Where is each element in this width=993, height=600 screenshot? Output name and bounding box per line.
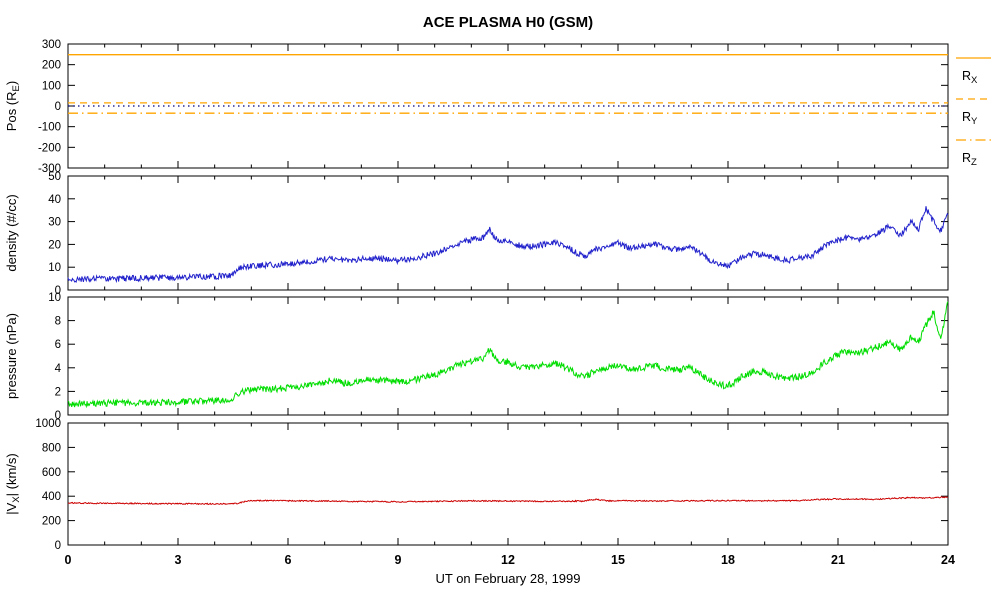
panel-position: -300 -200 -100 0 100 200 300 Pos (RE) RX RY RZ <box>4 39 991 175</box>
y-tick-label: 200 <box>42 516 61 528</box>
x-tick-label: 12 <box>501 553 515 567</box>
y-tick-label: 6 <box>55 339 61 351</box>
y-tick-label: 100 <box>42 80 61 92</box>
y-axis-label-position: Pos (RE) <box>4 81 22 131</box>
pressure-trace <box>67 301 949 409</box>
y-axis-label-velocity: |VX| (km/s) <box>4 453 22 515</box>
y-tick-label: 800 <box>42 442 61 454</box>
y-tick-label: 30 <box>48 217 61 229</box>
plot-frame-pressure <box>67 296 949 416</box>
y-tick-label: 50 <box>48 171 61 183</box>
legend-label-RX: RX <box>962 69 978 86</box>
x-tick-label: 24 <box>941 553 955 567</box>
x-tick-label: 0 <box>65 553 72 567</box>
x-tick-label: 21 <box>831 553 845 567</box>
legend-label-RY: RY <box>962 110 978 127</box>
x-axis-label: UT on February 28, 1999 <box>435 571 580 586</box>
y-axis-label-pressure: pressure (nPa) <box>4 313 19 399</box>
y-tick-label: 0 <box>55 410 61 422</box>
y-tick-label: 10 <box>48 262 61 274</box>
y-tick-label: 8 <box>55 316 61 328</box>
y-tick-label: -100 <box>38 122 61 134</box>
legend-label-RZ: RZ <box>962 151 977 168</box>
plot-frame-density <box>67 175 949 291</box>
chart-title: ACE PLASMA H0 (GSM) <box>423 14 593 31</box>
y-axis-label-density: density (#/cc) <box>4 194 19 271</box>
y-tick-label: -200 <box>38 142 61 154</box>
x-tick-label: 18 <box>721 553 735 567</box>
y-tick-label: 4 <box>55 363 62 375</box>
y-tick-label: 400 <box>42 491 61 503</box>
y-tick-label: 300 <box>42 39 61 51</box>
vx-speed-trace <box>67 495 949 506</box>
y-tick-label: 2 <box>55 386 61 398</box>
panel-density: 0 10 20 30 40 50 density (#/cc) <box>4 171 949 297</box>
y-tick-label: 0 <box>55 285 61 297</box>
y-tick-label: 1000 <box>35 418 61 430</box>
panel-pressure: 0 2 4 6 8 10 pressure (nPa) <box>4 292 949 422</box>
y-tick-label: 200 <box>42 60 61 72</box>
y-tick-label: 0 <box>55 540 61 552</box>
y-tick-label: 20 <box>48 239 61 251</box>
plot-frame-velocity <box>67 422 949 546</box>
panel-velocity: 0 200 400 600 800 1000 0 3 6 9 12 15 18 21 24 |VX| (km/… <box>4 418 955 567</box>
x-tick-label: 6 <box>285 553 292 567</box>
y-tick-label: -300 <box>38 163 61 175</box>
x-tick-label: 3 <box>175 553 182 567</box>
x-tick-label: 9 <box>395 553 402 567</box>
x-tick-label: 15 <box>611 553 625 567</box>
y-tick-label: 10 <box>48 292 61 304</box>
y-tick-label: 600 <box>42 467 61 479</box>
y-tick-label: 0 <box>55 101 61 113</box>
density-trace <box>67 206 949 284</box>
y-tick-label: 40 <box>48 194 61 206</box>
